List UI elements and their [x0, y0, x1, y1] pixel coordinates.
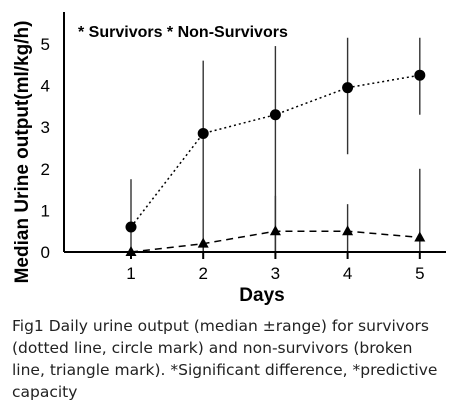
y-tick-label-0: 0: [41, 243, 50, 262]
x-tick-label-3: 3: [271, 264, 280, 283]
y-tick-label-3: 3: [41, 118, 50, 137]
y-tick-labels: 0 1 2 3 4 5: [41, 35, 50, 262]
y-tick-label-5: 5: [41, 35, 50, 54]
y-axis-label: Median Urine output(ml/kg/h): [12, 21, 33, 284]
survivors-point-1: [125, 221, 137, 233]
y-tick-label-4: 4: [41, 77, 50, 96]
x-tick-label-2: 2: [198, 264, 207, 283]
non-survivors-point-4: [342, 225, 354, 236]
y-tick-label-1: 1: [41, 201, 50, 220]
x-axis-label: Days: [239, 285, 284, 306]
y-tick-label-2: 2: [41, 160, 50, 179]
non-survivors-point-3: [269, 225, 281, 236]
survivors-point-4: [342, 82, 354, 94]
x-tick-label-4: 4: [343, 264, 352, 283]
non-survivors-point-2: [197, 237, 209, 248]
series-markers: [125, 69, 426, 256]
survivors-point-5: [414, 69, 426, 81]
error-bars: [130, 37, 421, 252]
x-tick-labels: 1 2 3 4 5: [126, 252, 425, 283]
x-tick-label-5: 5: [415, 264, 424, 283]
legend-text: * Survivors * Non-Survivors: [78, 24, 288, 41]
x-tick-label-1: 1: [126, 264, 135, 283]
urine-output-chart: 0 1 2 3 4 5 1 2 3 4 5 Median Urine output(ml/kg/h…: [12, 12, 446, 306]
survivors-point-3: [269, 109, 281, 121]
figure-caption: Fig1 Daily urine output (median ±range) …: [12, 317, 438, 401]
survivors-point-2: [197, 127, 209, 139]
non-survivors-point-5: [414, 231, 426, 242]
